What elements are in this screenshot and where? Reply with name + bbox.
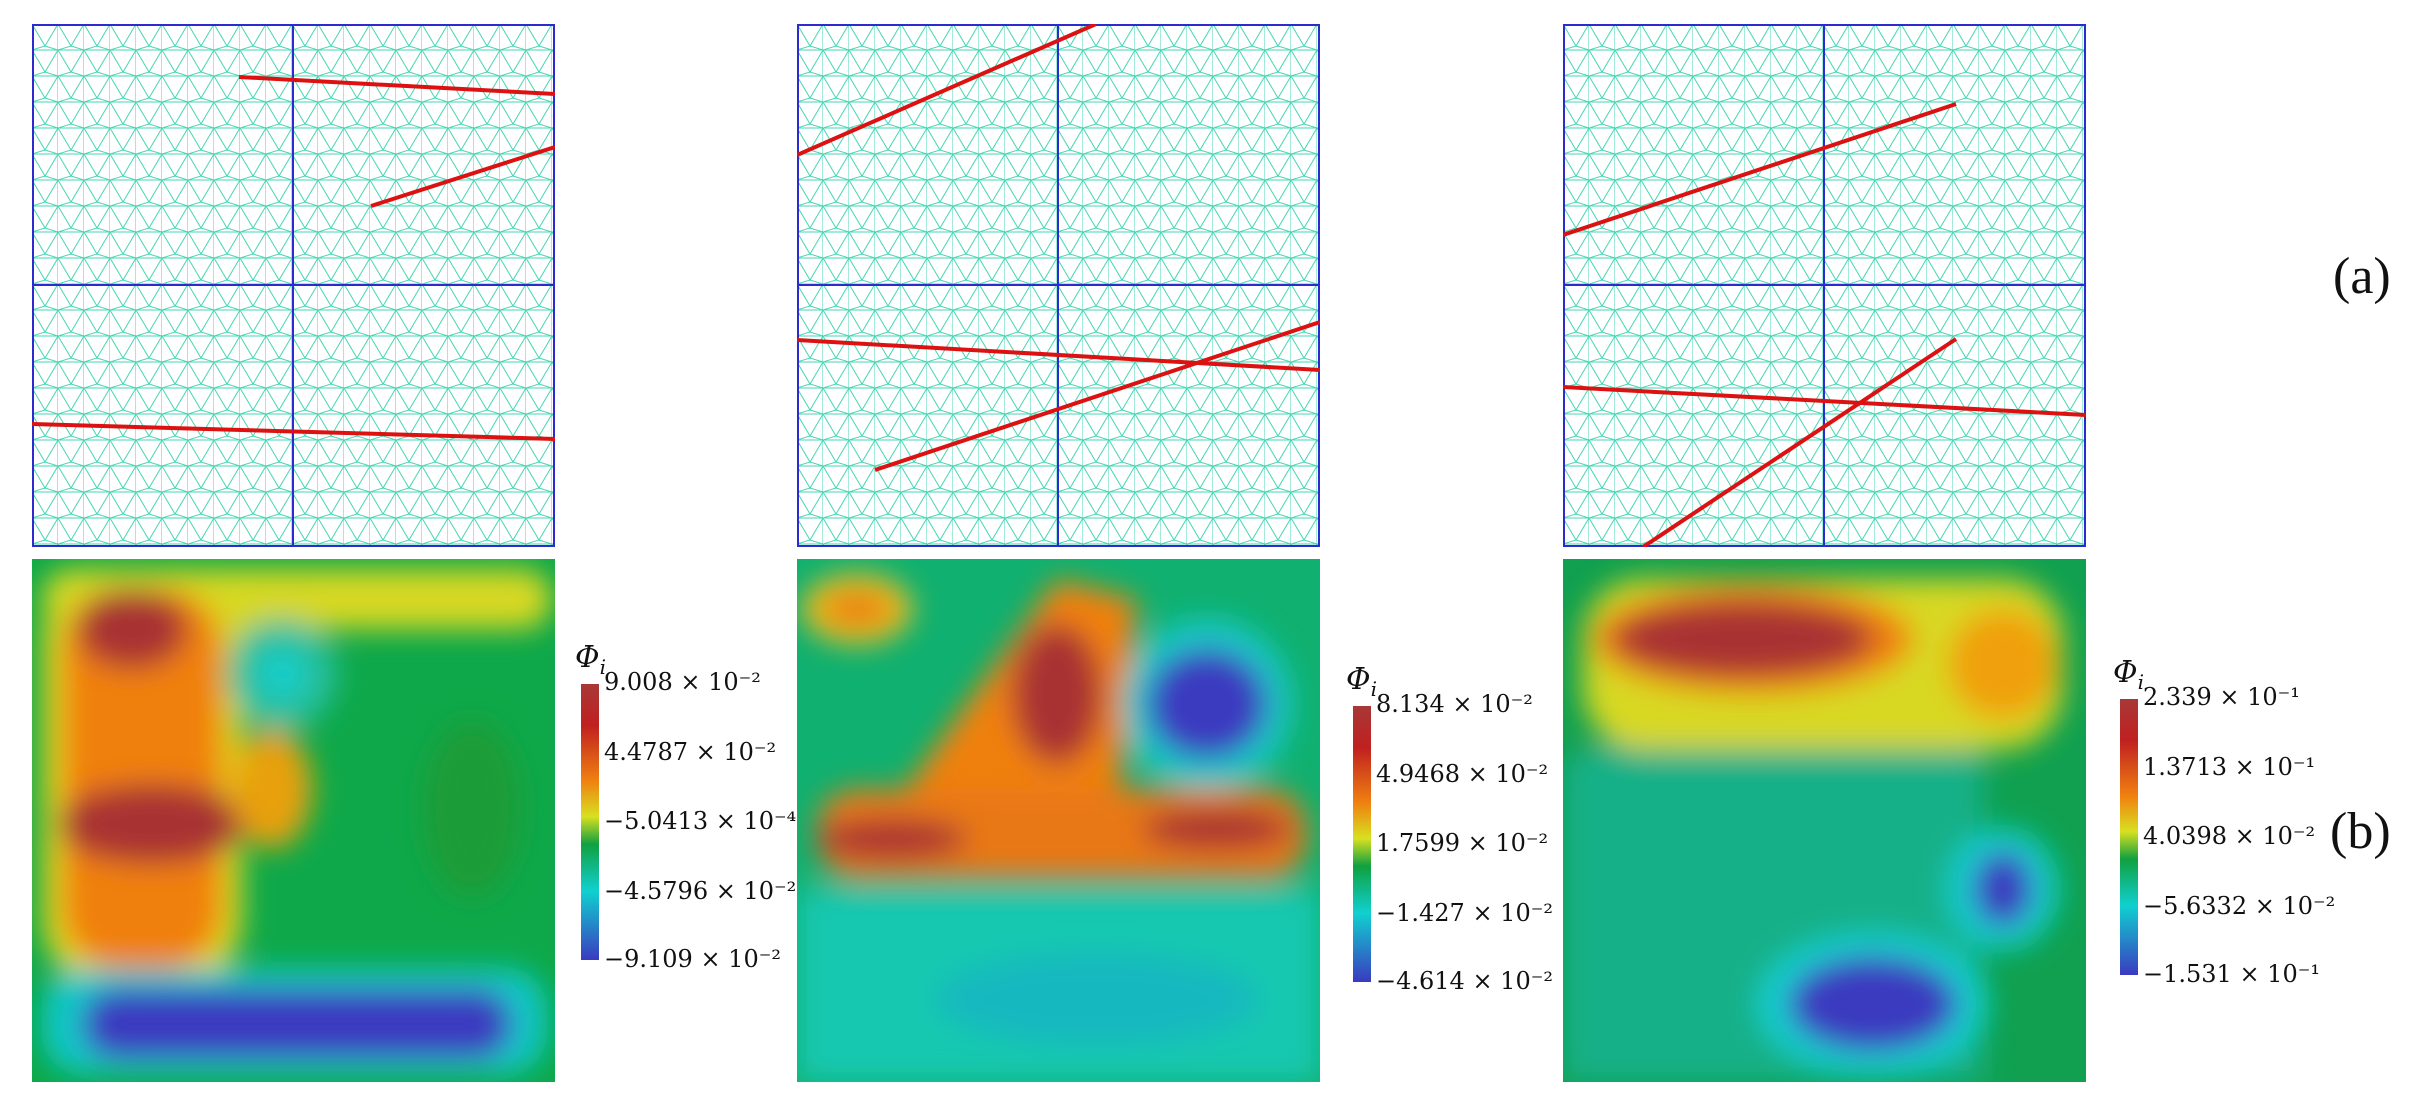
colorbar-title: Φi bbox=[575, 640, 607, 679]
crack-1 bbox=[797, 24, 1097, 157]
colorbar-label: 4.4787 × 10⁻² bbox=[604, 738, 777, 766]
colorbar-label: 4.0398 × 10⁻² bbox=[2143, 822, 2316, 850]
colorbar-label: 8.134 × 10⁻² bbox=[1376, 690, 1533, 718]
crack-2 bbox=[370, 145, 555, 208]
mesh-panel-middle bbox=[797, 24, 1320, 547]
colorbar-gradient bbox=[581, 684, 599, 960]
colorbar-label: −1.531 × 10⁻¹ bbox=[2143, 960, 2321, 988]
crack-3 bbox=[874, 320, 1320, 472]
colorbar-label: −5.6332 × 10⁻² bbox=[2143, 892, 2336, 920]
crack-3 bbox=[32, 422, 555, 441]
colorbar-label: −5.0413 × 10⁻⁴ bbox=[604, 807, 797, 835]
crack-2 bbox=[1563, 385, 2086, 417]
colorbar-label: 1.7599 × 10⁻² bbox=[1376, 829, 1549, 857]
field-panel-left bbox=[32, 559, 555, 1082]
colorbar-label: 1.3713 × 10⁻¹ bbox=[2143, 753, 2316, 781]
colorbar-gradient bbox=[2120, 699, 2138, 975]
crack-1 bbox=[1563, 102, 1957, 237]
field-panel-middle bbox=[797, 559, 1320, 1082]
field-panel-right bbox=[1563, 559, 2086, 1082]
colorbar-title: Φi bbox=[2113, 655, 2145, 694]
colorbar-label: −4.5796 × 10⁻² bbox=[604, 877, 797, 905]
colorbar-title: Φi bbox=[1346, 662, 1378, 701]
crack-1 bbox=[238, 75, 555, 96]
colorbar-label: 9.008 × 10⁻² bbox=[604, 668, 761, 696]
colorbar-label: 2.339 × 10⁻¹ bbox=[2143, 683, 2300, 711]
colorbar-gradient bbox=[1353, 706, 1371, 982]
colorbar-label: −9.109 × 10⁻² bbox=[604, 945, 782, 973]
row-label-b: (b) bbox=[2330, 803, 2391, 860]
crack-2 bbox=[797, 338, 1320, 372]
crack-3 bbox=[1641, 337, 1958, 547]
row-label-a: (a) bbox=[2333, 248, 2391, 305]
colorbar-label: 4.9468 × 10⁻² bbox=[1376, 760, 1549, 788]
colorbar-label: −1.427 × 10⁻² bbox=[1376, 899, 1554, 927]
mesh-panel-right bbox=[1563, 24, 2086, 547]
colorbar-label: −4.614 × 10⁻² bbox=[1376, 967, 1554, 995]
mesh-panel-left bbox=[32, 24, 555, 547]
